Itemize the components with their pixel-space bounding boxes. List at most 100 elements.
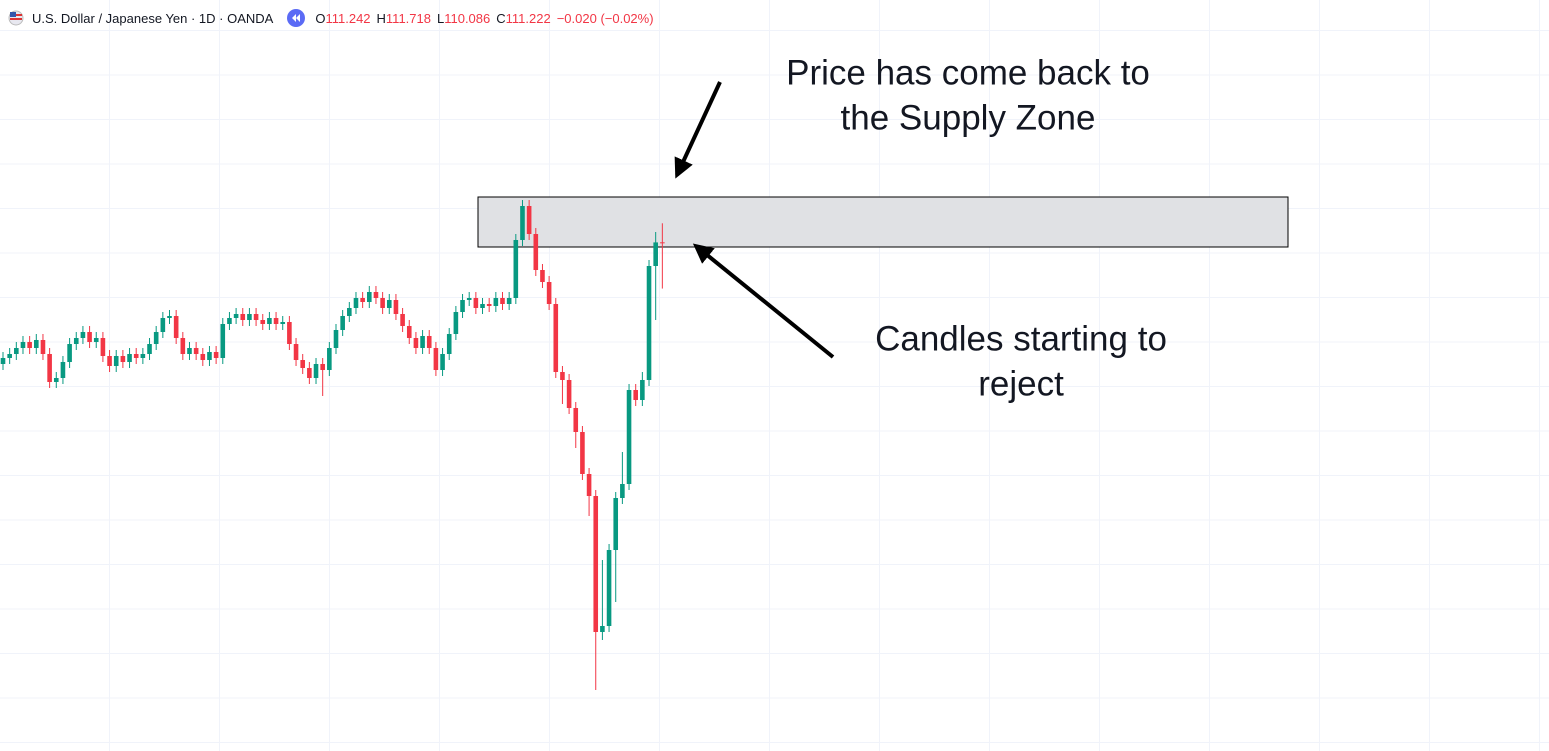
candle-body xyxy=(480,304,485,308)
candle-body xyxy=(133,354,139,358)
candle-body xyxy=(386,300,392,308)
candle-body xyxy=(20,342,26,348)
candle-body xyxy=(646,266,652,380)
candle-body xyxy=(333,330,339,348)
candle-body xyxy=(413,338,419,348)
candle-body xyxy=(640,380,645,400)
candle-body xyxy=(153,332,159,344)
candle-body xyxy=(167,316,172,318)
candle-body xyxy=(160,318,166,332)
annotation-text: reject xyxy=(978,364,1064,403)
high-label: H xyxy=(376,10,386,26)
candle-body xyxy=(606,550,612,626)
candle-body xyxy=(440,354,445,370)
candle-body xyxy=(53,378,59,382)
candle-body xyxy=(100,338,106,356)
candle-body xyxy=(67,344,72,362)
candle-body xyxy=(573,408,579,432)
candle-body xyxy=(200,354,206,360)
candle-body xyxy=(7,354,12,358)
open-value: 111.242 xyxy=(325,10,371,26)
supply-zone xyxy=(477,196,1289,248)
candle-body xyxy=(280,322,286,324)
candle-body xyxy=(93,338,99,342)
candle-body xyxy=(426,336,432,348)
annotation-arrow xyxy=(692,243,835,359)
candle-body xyxy=(253,314,259,320)
candle-body xyxy=(553,304,559,372)
candle-body xyxy=(473,298,479,308)
candle-body xyxy=(546,282,552,304)
candle-body xyxy=(506,298,512,304)
candle-body xyxy=(73,338,79,344)
annotation-text: the Supply Zone xyxy=(841,98,1096,137)
candle-body xyxy=(87,332,92,342)
candle-body xyxy=(233,314,239,318)
candle-body xyxy=(653,242,658,266)
candle-body xyxy=(187,348,192,354)
candle-body xyxy=(247,314,252,320)
candle-body xyxy=(493,298,499,306)
candle-body xyxy=(340,316,345,330)
symbol-header: U.S. Dollar / Japanese Yen · 1D · OANDA … xyxy=(8,8,654,28)
candle-body xyxy=(393,300,399,314)
candle-body xyxy=(227,318,232,324)
candle-body xyxy=(600,626,605,632)
candle-body xyxy=(460,300,465,312)
candle-body xyxy=(420,336,425,348)
candle-body xyxy=(213,352,219,358)
candle-body xyxy=(593,496,599,632)
candle-body xyxy=(240,314,246,320)
candle-body xyxy=(193,348,199,354)
candle-body xyxy=(113,356,119,366)
flag-icon xyxy=(8,10,24,26)
candle-body xyxy=(47,354,52,382)
candle-body xyxy=(466,298,472,300)
candle-body xyxy=(140,354,146,358)
candle-body xyxy=(520,206,525,240)
symbol-title[interactable]: U.S. Dollar / Japanese Yen · 1D · OANDA xyxy=(32,10,274,26)
candle-body xyxy=(207,352,212,360)
candle-body xyxy=(360,298,365,302)
candle-body xyxy=(347,308,352,316)
candle-body xyxy=(367,292,372,302)
candle-body xyxy=(380,298,385,308)
candle-body xyxy=(566,380,572,408)
candle-body xyxy=(620,484,625,498)
candle-body xyxy=(320,364,325,370)
candle-body xyxy=(273,318,279,324)
candle-body xyxy=(513,240,519,298)
candle-body xyxy=(327,348,332,370)
replay-icon[interactable] xyxy=(287,9,306,27)
candle-body xyxy=(27,342,32,348)
candle-body xyxy=(660,242,665,244)
candle-body xyxy=(287,322,292,344)
candle-body xyxy=(453,312,459,334)
open-label: O xyxy=(315,10,326,26)
annotation-text: Price has come back to xyxy=(786,53,1150,92)
candle-body xyxy=(586,474,592,496)
candle-body xyxy=(373,292,379,298)
candle-body xyxy=(500,298,505,304)
candle-body xyxy=(220,324,226,358)
annotation-arrow xyxy=(674,81,722,179)
low-label: L xyxy=(436,10,445,26)
candle-body xyxy=(533,234,539,270)
high-value: 111.718 xyxy=(385,10,431,26)
candle-body xyxy=(34,340,39,348)
candle-body xyxy=(526,206,532,234)
candle-body xyxy=(60,362,66,378)
candle-body xyxy=(80,332,86,338)
close-value: 111.222 xyxy=(505,10,551,26)
candle-body xyxy=(40,340,46,354)
candle-body xyxy=(267,318,272,324)
candle-body xyxy=(147,344,152,354)
candle-body xyxy=(14,348,19,354)
low-value: 110.086 xyxy=(444,10,491,26)
candle-body xyxy=(313,364,319,378)
candle-body xyxy=(433,348,439,370)
candle-body xyxy=(107,356,112,366)
candle-body xyxy=(127,354,132,362)
